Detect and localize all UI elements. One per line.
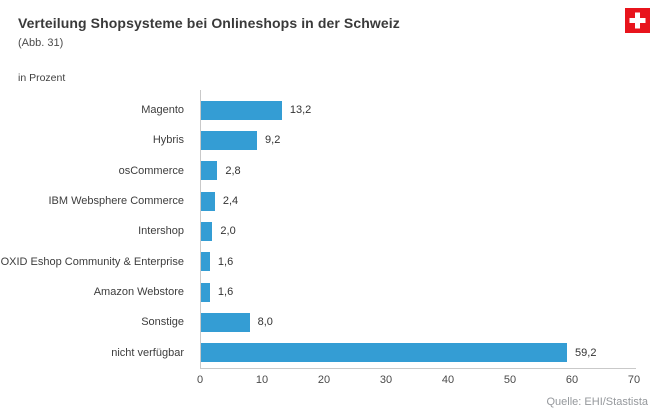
value-label: 2,4 <box>222 195 239 208</box>
bar-track: 59,2 <box>200 343 634 363</box>
chart-rows: Magento 13,2 Hybris 9,2 osCommerce 2,8 IBM Web… <box>0 95 662 368</box>
value-label: 9,2 <box>265 134 281 147</box>
source-credit: Quelle: EHI/Stastista <box>546 396 649 408</box>
bar-track: 1,6 <box>200 282 634 302</box>
page-title: Verteilung Shopsysteme bei Onlineshops i… <box>18 15 400 31</box>
y-axis-line <box>200 90 201 369</box>
x-tick-label: 0 <box>196 374 204 386</box>
x-axis-line <box>200 368 636 369</box>
bar <box>200 161 218 181</box>
category-label: OXID Eshop Community & Enterprise <box>0 255 184 268</box>
x-tick-label: 50 <box>503 374 517 386</box>
category-label: Hybris <box>152 134 184 147</box>
category-label: Intershop <box>138 225 184 238</box>
bar <box>200 252 210 272</box>
bar-track: 1,6 <box>200 252 634 272</box>
bar <box>200 312 250 332</box>
x-tick-label: 10 <box>255 374 269 386</box>
figure-number: (Abb. 31) <box>18 37 64 49</box>
value-label: 1,6 <box>217 286 234 299</box>
bar-track: 8,0 <box>200 312 634 332</box>
chart-row: Intershop 2,0 <box>0 216 662 246</box>
x-tick-label: 20 <box>317 374 331 386</box>
chart-row: Hybris 9,2 <box>0 125 662 155</box>
x-axis-ticks: 0 10 20 30 40 50 60 70 <box>0 374 662 388</box>
category-label: nicht verfügbar <box>111 346 184 359</box>
swiss-flag-icon <box>625 8 650 33</box>
value-label: 2,8 <box>225 164 241 177</box>
category-label: Sonstige <box>141 316 184 329</box>
bar <box>200 191 215 211</box>
bar-track: 2,8 <box>200 161 634 181</box>
value-label: 59,2 <box>575 346 597 359</box>
chart-row: OXID Eshop Community & Enterprise 1,6 <box>0 247 662 277</box>
x-tick-label: 30 <box>379 374 393 386</box>
chart-row: IBM Websphere Commerce 2,4 <box>0 186 662 216</box>
bar-track: 9,2 <box>200 130 634 150</box>
x-tick-label: 70 <box>627 374 641 386</box>
chart-row: Amazon Webstore 1,6 <box>0 277 662 307</box>
category-label: Magento <box>141 104 184 117</box>
bar-track: 2,0 <box>200 221 634 241</box>
x-tick-label: 40 <box>441 374 455 386</box>
value-label: 1,6 <box>217 255 234 268</box>
bar-track: 13,2 <box>200 100 634 120</box>
bar <box>200 282 210 302</box>
bar <box>200 130 258 150</box>
bar <box>200 100 282 120</box>
bar <box>200 343 568 363</box>
bar <box>200 221 213 241</box>
x-tick-label: 60 <box>565 374 579 386</box>
value-label: 2,0 <box>220 225 236 238</box>
chart-row: nicht verfügbar 59,2 <box>0 338 662 368</box>
category-label: IBM Websphere Commerce <box>48 195 184 208</box>
bar-chart: Magento 13,2 Hybris 9,2 osCommerce 2,8 IBM Web… <box>0 90 662 368</box>
chart-row: osCommerce 2,8 <box>0 156 662 186</box>
chart-row: Sonstige 8,0 <box>0 307 662 337</box>
unit-label: in Prozent <box>18 72 66 84</box>
value-label: 8,0 <box>257 316 273 329</box>
bar-track: 2,4 <box>200 191 634 211</box>
category-label: Amazon Webstore <box>93 286 184 299</box>
category-label: osCommerce <box>118 164 184 177</box>
value-label: 13,2 <box>289 104 312 117</box>
chart-row: Magento 13,2 <box>0 95 662 125</box>
